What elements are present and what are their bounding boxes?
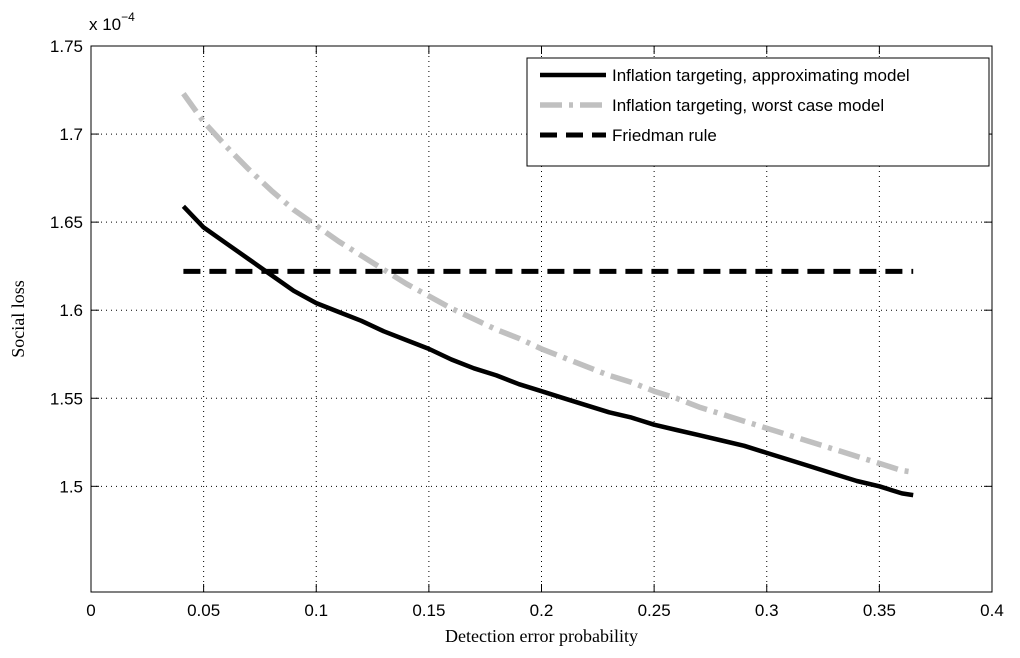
legend-items: Inflation targeting, approximating model… — [540, 66, 910, 145]
axis-ticks: 0 0.05 0.1 0.15 0.2 0.25 0.3 0.35 0.4 1.5 1.55 1.6 1… — [50, 37, 1004, 620]
y-tick-label: 1.75 — [50, 37, 83, 56]
x-tick-label: 0.35 — [863, 601, 896, 620]
legend-label: Inflation targeting, approximating model — [612, 66, 910, 85]
y-exponent-label: x 10−4 — [89, 10, 135, 34]
y-exponent-power: −4 — [121, 10, 135, 24]
series-line-0 — [181, 204, 914, 498]
x-axis-title: Detection error probability — [445, 626, 638, 646]
y-tick-label: 1.5 — [59, 477, 83, 496]
x-tick-label: 0.1 — [304, 601, 328, 620]
x-tick-label: 0.25 — [638, 601, 671, 620]
x-tick-label: 0.3 — [755, 601, 779, 620]
y-exponent-base: x 10 — [89, 15, 121, 34]
x-tick-label: 0.15 — [412, 601, 445, 620]
x-tick-label: 0 — [86, 601, 95, 620]
y-tick-label: 1.55 — [50, 389, 83, 408]
legend-label: Friedman rule — [612, 126, 717, 145]
series-lines — [181, 91, 914, 498]
y-tick-label: 1.65 — [50, 213, 83, 232]
series-line-1 — [181, 91, 914, 475]
y-axis-title: Social loss — [8, 280, 28, 358]
legend: Inflation targeting, approximating model… — [526, 57, 990, 167]
x-tick-label: 0.05 — [187, 601, 220, 620]
x-tick-label: 0.4 — [980, 601, 1004, 620]
legend-label: Inflation targeting, worst case model — [612, 96, 884, 115]
y-tick-label: 1.6 — [59, 301, 83, 320]
x-tick-label: 0.2 — [530, 601, 554, 620]
y-tick-label: 1.7 — [59, 125, 83, 144]
